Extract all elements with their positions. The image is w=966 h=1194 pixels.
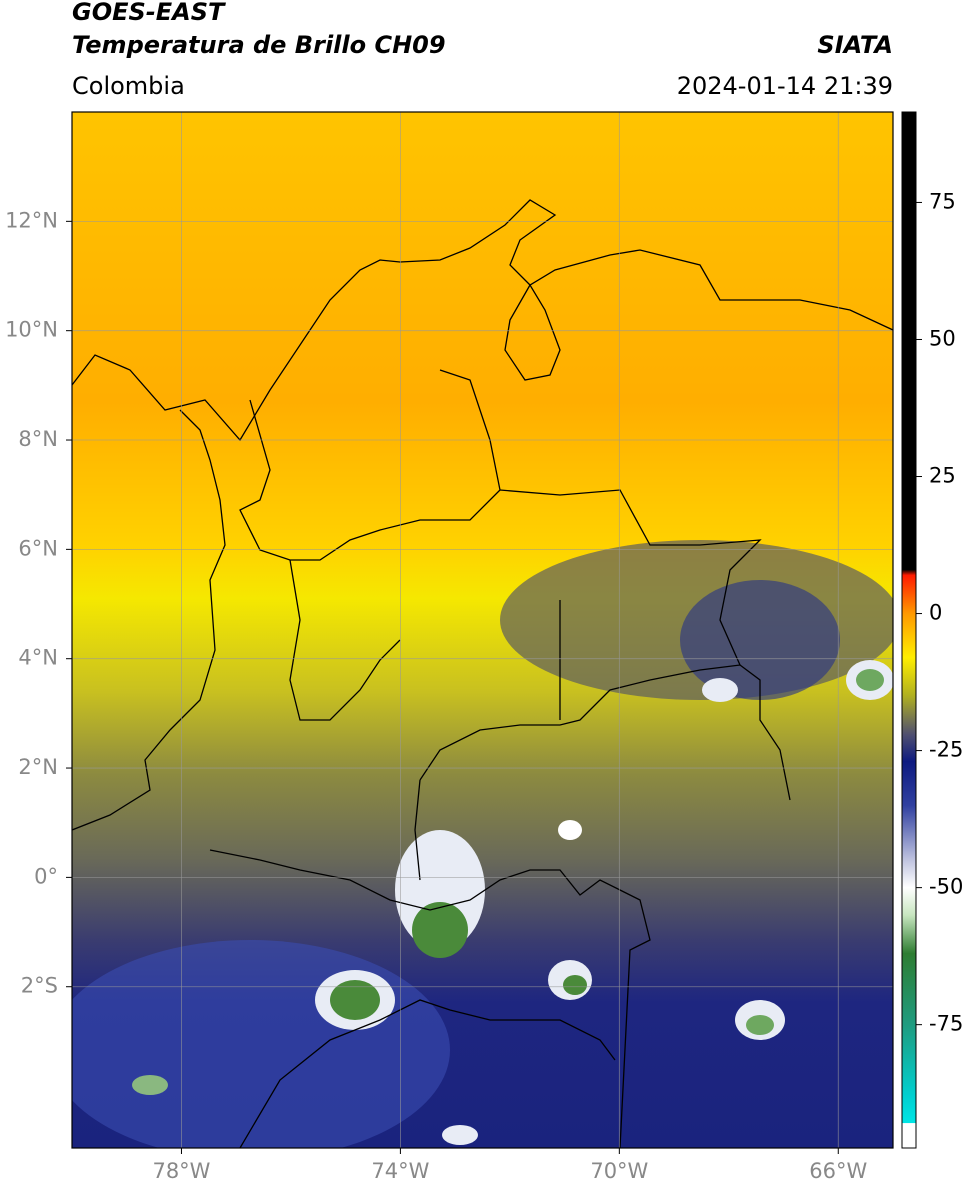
source: SIATA (817, 31, 893, 59)
y-tick-label: 6°N (18, 536, 58, 560)
x-tick-label: 78°W (152, 1159, 210, 1183)
colorbar-tick-label: 0 (929, 601, 942, 625)
colorbar (901, 111, 917, 1149)
map-frame (71, 111, 894, 1149)
colorbar-tick-label: 75 (929, 189, 956, 213)
title: GOES-EAST (72, 0, 226, 26)
colorbar-tick-label: -75 (929, 1012, 963, 1036)
satellite-image (72, 112, 893, 1148)
grid (72, 112, 893, 1148)
y-tick-label: 4°N (18, 646, 58, 670)
datetime: 2024-01-14 21:39 (677, 72, 893, 100)
colorbar-tick-label: -50 (929, 875, 963, 899)
region: Colombia (72, 72, 185, 100)
y-tick-label: 0° (34, 864, 58, 888)
subtitle: Temperatura de Brillo CH09 (72, 31, 446, 59)
x-tick-label: 66°W (809, 1159, 867, 1183)
x-tick-label: 70°W (590, 1159, 648, 1183)
y-tick-label: 2°N (18, 755, 58, 779)
y-tick-label: 2°S (21, 974, 58, 998)
colorbar-tick-label: 50 (929, 326, 956, 350)
y-tick-label: 10°N (5, 318, 58, 342)
x-tick-label: 74°W (371, 1159, 429, 1183)
colorbar-tick-label: -25 (929, 738, 963, 762)
y-tick-label: 8°N (18, 427, 58, 451)
y-tick-label: 12°N (5, 208, 58, 232)
colorbar-tick-label: 25 (929, 464, 956, 488)
